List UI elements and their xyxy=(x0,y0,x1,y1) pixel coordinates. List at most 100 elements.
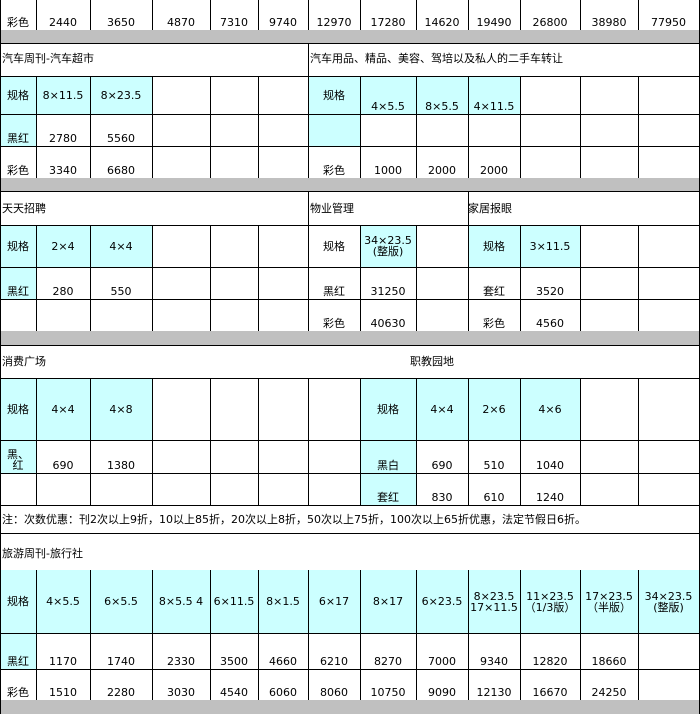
section-separator xyxy=(0,700,700,714)
grid-line xyxy=(468,191,469,225)
price-cell: 24250 xyxy=(591,686,627,699)
grid-line xyxy=(0,440,699,441)
price-cell: 9740 xyxy=(269,16,297,29)
section-title-travel: 旅游周刊-旅行社 xyxy=(2,547,83,560)
row-label: 黑红 xyxy=(0,267,36,299)
size-cell: 8×23.5 xyxy=(90,76,152,114)
grid-line xyxy=(308,225,309,331)
price-cell: 1380 xyxy=(107,459,135,472)
size-cell: 8×1.5 xyxy=(258,570,308,633)
grid-line xyxy=(520,0,521,30)
grid-line xyxy=(258,225,259,331)
price-cell: 510 xyxy=(483,459,505,472)
size-cell: 4×6 xyxy=(520,378,580,440)
size-cell: 3×11.5 xyxy=(520,225,580,267)
price-cell: 18660 xyxy=(591,655,627,668)
spec-label: 规格 xyxy=(468,225,520,267)
grid-line xyxy=(152,76,153,178)
grid-line xyxy=(90,378,91,505)
price-cell: 38980 xyxy=(591,16,627,29)
size-cell: 4×8 xyxy=(90,378,152,440)
grid-line xyxy=(0,473,699,474)
grid-line xyxy=(152,570,153,700)
grid-line xyxy=(36,225,37,331)
row-label: 彩色 xyxy=(483,317,505,330)
grid-line xyxy=(90,570,91,700)
size-cell: 4×11.5 xyxy=(468,76,520,114)
section-separator xyxy=(0,331,700,345)
price-cell: 5560 xyxy=(107,132,135,145)
grid-line xyxy=(0,345,699,346)
price-cell: 10750 xyxy=(370,686,406,699)
price-cell: 4560 xyxy=(536,317,564,330)
grid-line xyxy=(416,378,417,505)
spec-label: 规格 xyxy=(0,378,36,440)
size-cell: 8×11.5 xyxy=(36,76,90,114)
grid-line xyxy=(416,76,417,178)
size-cell: 6×5.5 xyxy=(90,570,152,633)
price-cell: 12970 xyxy=(316,16,352,29)
row-label: 套红 xyxy=(360,473,416,505)
section-title-auto-supplies: 汽车用品、精品、美容、驾培以及私人的二手车转让 xyxy=(310,52,563,65)
grid-line xyxy=(258,378,259,505)
price-cell: 4660 xyxy=(269,655,297,668)
grid-line xyxy=(308,43,309,76)
price-cell: 31250 xyxy=(370,285,406,298)
price-cell: 2330 xyxy=(167,655,195,668)
grid-line xyxy=(90,76,91,178)
grid-line xyxy=(308,0,309,30)
price-cell: 12130 xyxy=(476,686,512,699)
grid-line xyxy=(90,225,91,331)
grid-line xyxy=(152,225,153,331)
section-separator xyxy=(0,30,700,43)
price-cell: 1170 xyxy=(49,655,77,668)
price-cell: 16670 xyxy=(532,686,568,699)
size-cell: 4×4 xyxy=(416,378,468,440)
spec-label: 规格 xyxy=(360,378,416,440)
price-cell: 7000 xyxy=(428,655,456,668)
row-label: 黑红 xyxy=(323,285,345,298)
price-cell: 19490 xyxy=(476,16,512,29)
grid-line xyxy=(520,225,521,331)
size-cell: 2×6 xyxy=(468,378,520,440)
grid-line xyxy=(90,0,91,30)
grid-line xyxy=(210,570,211,700)
grid-line xyxy=(520,378,521,505)
size-cell: 34×23.5 (整版) xyxy=(360,225,416,267)
size-cell: 8×5.5 4 xyxy=(152,570,210,633)
price-cell: 6060 xyxy=(269,686,297,699)
grid-line xyxy=(468,0,469,30)
size-cell: 8×23.5 17×11.5 xyxy=(468,570,520,633)
grid-line xyxy=(36,0,37,30)
row-label: 彩色 xyxy=(7,164,29,177)
price-cell: 2280 xyxy=(107,686,135,699)
grid-line xyxy=(0,533,699,534)
grid-line xyxy=(0,378,699,379)
grid-line xyxy=(580,378,581,505)
section-title-property: 物业管理 xyxy=(310,202,354,215)
section-separator xyxy=(0,178,700,191)
grid-line xyxy=(468,225,469,331)
row-label: 黑、 红 xyxy=(0,440,36,473)
grid-line xyxy=(308,570,309,700)
price-cell: 690 xyxy=(431,459,453,472)
row-label: 黑红 xyxy=(0,114,36,146)
grid-line xyxy=(638,570,639,700)
price-cell: 40630 xyxy=(370,317,406,330)
spec-label: 规格 xyxy=(0,570,36,633)
size-cell: 34×23.5 (整版) xyxy=(638,570,699,633)
section-title-auto-weekly: 汽车周刊-汽车超市 xyxy=(2,52,94,65)
grid-line xyxy=(0,669,699,670)
empty-cell xyxy=(308,114,360,146)
grid-line xyxy=(210,76,211,178)
price-cell: 3500 xyxy=(220,655,248,668)
section-title-recruit: 天天招聘 xyxy=(2,202,46,215)
grid-line xyxy=(360,76,361,178)
price-cell: 8270 xyxy=(374,655,402,668)
price-cell: 280 xyxy=(52,285,74,298)
grid-line xyxy=(0,0,1,714)
price-cell: 26800 xyxy=(532,16,568,29)
price-cell xyxy=(638,669,699,700)
size-cell: 4×5.5 xyxy=(360,76,416,114)
grid-line xyxy=(520,76,521,178)
